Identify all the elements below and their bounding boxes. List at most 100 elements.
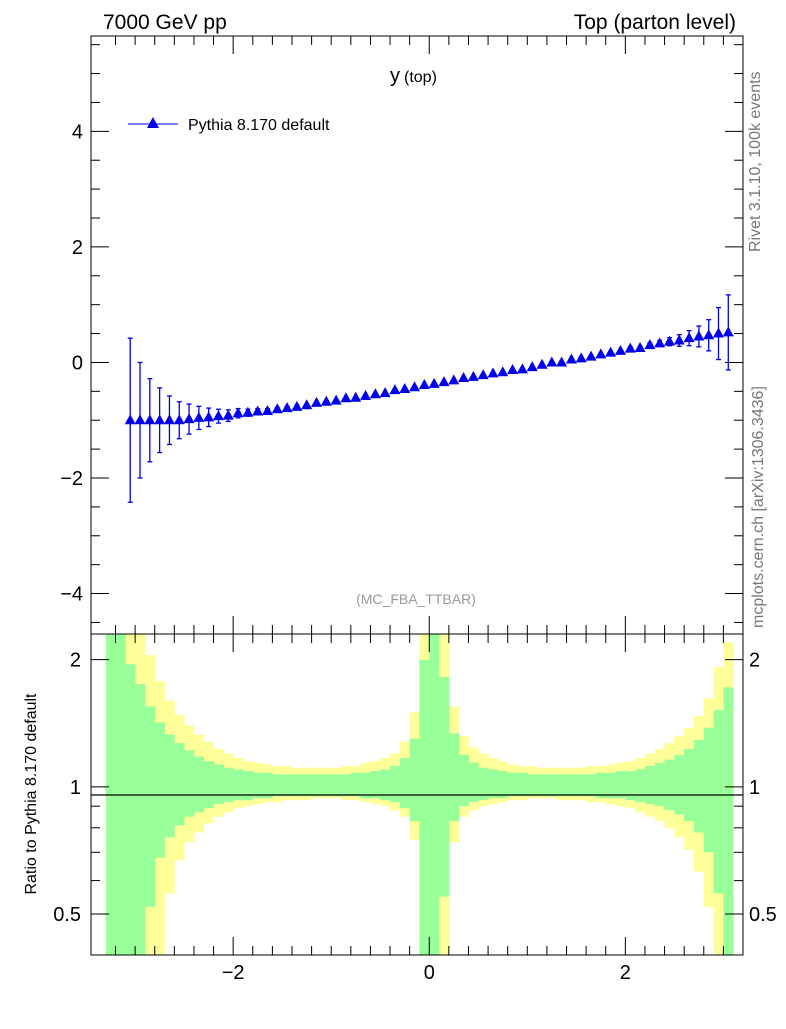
green-band-bin: [507, 772, 518, 797]
data-point: [546, 356, 558, 367]
green-band-bin: [527, 774, 538, 797]
data-point: [673, 334, 685, 345]
green-band-bin: [233, 769, 244, 801]
data-point: [173, 414, 185, 425]
data-point: [575, 352, 587, 363]
green-band-bin: [242, 771, 254, 801]
data-point: [644, 339, 656, 350]
rivet-label: Rivet 3.1.10, 100k events: [747, 71, 764, 252]
green-band-bin: [193, 756, 205, 813]
green-band-bin: [644, 766, 656, 805]
data-point: [134, 414, 146, 425]
legend-triangle-marker: [147, 117, 159, 128]
data-point: [556, 356, 568, 367]
data-point: [526, 361, 538, 372]
data-point: [614, 344, 626, 355]
green-band-bin: [399, 758, 411, 809]
ratio-y-tick-label: 2: [70, 650, 81, 672]
data-point: [301, 399, 313, 410]
green-band-bin: [546, 774, 558, 797]
data-markers: [124, 326, 734, 425]
green-band-bin: [674, 754, 685, 815]
data-point: [654, 337, 666, 348]
green-band-bin: [693, 740, 705, 833]
data-point: [683, 332, 695, 343]
green-band-bin: [341, 774, 352, 797]
green-band-bin: [311, 774, 322, 797]
ratio-ylabel: Ratio to Pythia 8.170 default: [23, 693, 40, 895]
data-point: [212, 410, 224, 421]
green-band-bin: [321, 774, 332, 797]
data-point: [595, 348, 607, 359]
ratio-y-tick-label: 0.5: [53, 904, 81, 926]
ratio-frame: [90, 633, 744, 956]
green-band-bin: [272, 774, 283, 797]
data-point: [693, 330, 705, 341]
green-band-bin: [517, 772, 528, 797]
data-point: [634, 342, 646, 352]
data-point: [163, 414, 175, 425]
data-point: [350, 391, 362, 402]
main-axis-ticks: [91, 36, 743, 634]
data-point: [252, 405, 264, 416]
data-point: [418, 378, 430, 389]
data-point: [536, 358, 548, 369]
green-band-bin: [213, 764, 224, 805]
data-point: [565, 353, 577, 364]
ratio-y-tick-label-right: 1: [749, 777, 760, 799]
energy-label: 7000 GeV pp: [103, 11, 227, 34]
data-point: [487, 367, 499, 378]
data-point: [516, 363, 528, 374]
y-tick-label: −4: [60, 584, 83, 606]
green-band-bin: [723, 687, 734, 955]
data-point: [203, 411, 215, 422]
data-point: [477, 369, 489, 380]
green-band-bin: [605, 772, 616, 799]
data-point: [605, 346, 617, 357]
data-point: [428, 377, 440, 388]
green-band-bin: [635, 769, 646, 803]
data-point: [222, 409, 234, 420]
y-tick-label: 2: [72, 237, 83, 259]
green-band-bin: [135, 684, 146, 955]
main-y-tick-labels: −4 −2 0 2 4: [60, 121, 83, 605]
data-point: [183, 413, 195, 424]
legend: Pythia 8.170 default: [128, 117, 330, 134]
y-tick-label: 4: [72, 121, 83, 143]
x-tick-label: −2: [222, 962, 245, 984]
green-band-bin: [184, 750, 195, 817]
green-band-bin: [556, 774, 567, 797]
green-band-bin: [684, 748, 695, 822]
data-point: [438, 376, 450, 387]
data-point: [458, 372, 470, 383]
x-tick-label: 0: [424, 962, 435, 984]
green-band-bin: [203, 761, 214, 809]
green-band-bin: [390, 766, 401, 803]
green-band-bin: [468, 762, 479, 803]
green-band-bin: [301, 774, 313, 797]
green-band-bin: [223, 767, 234, 803]
ratio-y-tick-label-right: 2: [749, 650, 760, 672]
y-tick-label: −2: [60, 468, 83, 490]
data-point: [154, 414, 166, 425]
green-band-bin: [125, 664, 136, 955]
ratio-y-tick-label: 1: [70, 777, 81, 799]
green-band-bin: [537, 774, 548, 797]
data-point: [369, 388, 381, 399]
green-band-bin: [154, 722, 165, 858]
green-band-bin: [174, 742, 185, 826]
data-point: [663, 335, 675, 346]
green-band-bin: [439, 676, 450, 897]
data-point: [497, 366, 509, 377]
green-band-bin: [654, 762, 665, 807]
data-point: [379, 387, 391, 398]
data-point: [722, 326, 734, 337]
data-point: [624, 342, 636, 353]
data-point: [281, 402, 293, 413]
data-point: [261, 404, 273, 415]
data-point: [389, 384, 401, 395]
green-band-bin: [419, 659, 430, 955]
green-band-bin: [713, 710, 724, 894]
data-point: [448, 374, 460, 385]
